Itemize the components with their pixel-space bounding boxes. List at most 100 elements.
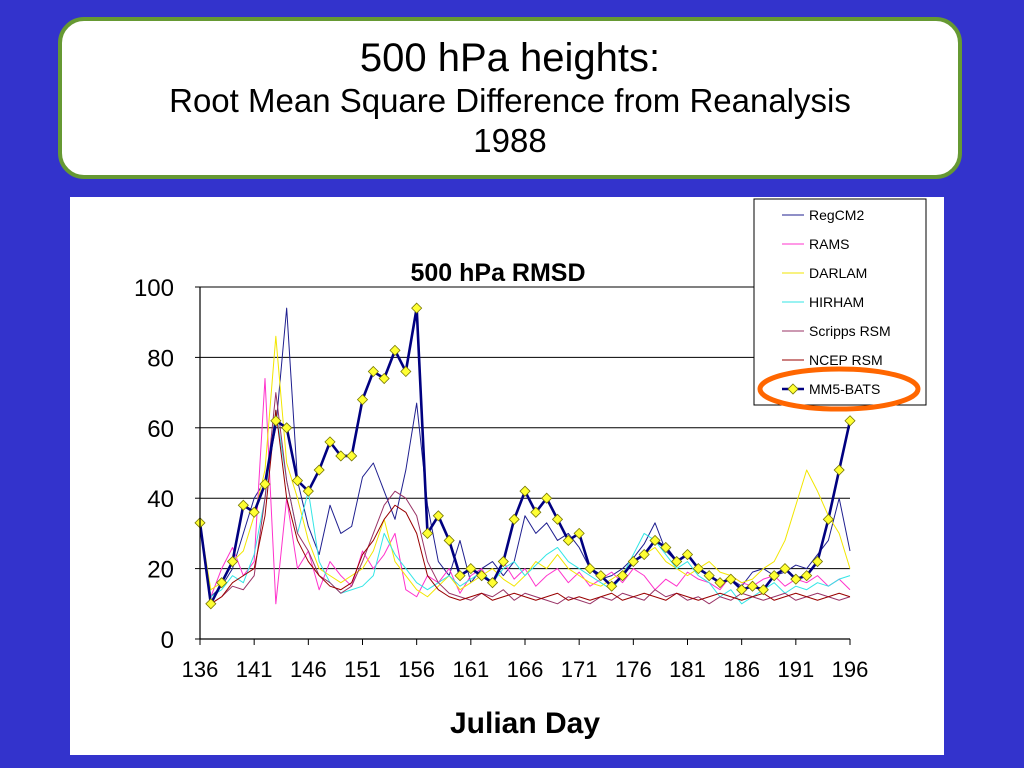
x-tick-label: 141: [236, 657, 273, 682]
x-tick-label: 136: [182, 657, 219, 682]
data-point-marker: [692, 563, 704, 575]
data-point-marker: [443, 534, 455, 547]
data-point-marker: [746, 580, 759, 592]
y-tick-label: 100: [134, 275, 174, 302]
data-point-marker: [324, 436, 336, 448]
rmsd-chart: 500 hPa RMSD 0 20 40 60 80 100 136 141 146 151 156…: [134, 198, 927, 740]
data-point-marker: [216, 577, 228, 589]
y-tick-label: 0: [161, 627, 174, 654]
data-point-marker: [681, 548, 694, 561]
legend-label: DARLAM: [809, 265, 867, 281]
data-point-marker: [595, 570, 607, 582]
data-point-marker: [822, 513, 834, 525]
data-point-marker: [768, 570, 780, 582]
x-tick-label: 146: [290, 657, 327, 682]
data-point-marker: [454, 570, 466, 582]
x-tick-label: 186: [723, 657, 760, 682]
legend: RegCM2 RAMS DARLAM HIRHAM Scripps RSM NCEP RS…: [753, 198, 927, 412]
y-tick-label: 60: [147, 416, 174, 443]
data-point-marker: [205, 598, 217, 610]
data-point-marker: [811, 555, 824, 568]
data-point-marker: [736, 584, 748, 596]
series-line-regcm2: [199, 307, 851, 598]
data-point-marker: [486, 577, 499, 589]
data-point-marker: [367, 365, 379, 378]
legend-marker: [787, 383, 799, 395]
slide-subtitle: Root Mean Square Difference from Reanaly…: [169, 82, 851, 119]
data-point-marker: [584, 563, 596, 575]
data-point-marker: [757, 584, 769, 596]
data-point-marker: [649, 534, 661, 547]
data-point-marker: [801, 570, 813, 582]
x-axis-title: Julian Day: [450, 707, 600, 740]
data-point-marker: [616, 570, 629, 582]
data-point-marker: [291, 475, 304, 487]
series-line-ncep-rsm: [199, 409, 851, 605]
data-point-marker: [421, 527, 434, 539]
data-point-marker: [508, 513, 520, 525]
data-point-marker: [606, 580, 618, 592]
data-point-marker: [779, 563, 791, 575]
data-point-marker: [833, 464, 845, 476]
slide-title: 500 hPa heights:: [359, 36, 661, 80]
x-tick-label: 156: [398, 657, 435, 682]
series-line-darlam: [199, 335, 851, 598]
x-tick-label: 151: [344, 657, 381, 682]
data-point-marker: [270, 415, 282, 427]
series-lines: [194, 302, 856, 610]
chart-panel: 500 hPa RMSD 0 20 40 60 80 100 136 141 146 151 156…: [70, 197, 944, 755]
data-point-marker: [356, 394, 369, 406]
data-point-marker: [638, 548, 650, 561]
data-point-marker: [476, 570, 488, 582]
x-tick-label: 176: [615, 657, 652, 682]
data-point-marker: [346, 450, 358, 462]
legend-label: RAMS: [809, 236, 849, 252]
data-point-marker: [335, 450, 347, 462]
legend-label: Scripps RSM: [809, 323, 891, 339]
data-point-marker: [313, 464, 325, 476]
data-point-marker: [465, 563, 477, 575]
legend-label: RegCM2: [809, 207, 864, 223]
data-point-marker: [714, 577, 726, 589]
highlight-ellipse: [757, 366, 921, 412]
series-line-mm5-bats: [198, 306, 852, 606]
data-point-marker: [660, 541, 672, 554]
title-box: 500 hPa heights: Root Mean Square Differ…: [58, 17, 962, 179]
x-tick-label: 181: [669, 657, 706, 682]
x-tick-label: 191: [777, 657, 814, 682]
y-tick-label: 20: [147, 557, 174, 584]
chart-title: 500 hPa RMSD: [410, 259, 585, 287]
x-tick-label: 196: [832, 657, 869, 682]
y-tick-label: 80: [147, 345, 174, 372]
data-point-marker: [237, 499, 249, 511]
data-point-marker: [378, 372, 390, 385]
data-point-marker: [389, 344, 401, 356]
legend-label: HIRHAM: [809, 294, 864, 310]
data-point-marker: [302, 485, 314, 497]
data-point-marker: [226, 555, 239, 568]
data-point-marker: [627, 555, 639, 568]
data-point-marker: [281, 422, 293, 434]
data-point-marker: [562, 534, 574, 547]
data-point-marker: [844, 415, 856, 427]
data-point-marker: [530, 506, 542, 518]
data-point-marker: [671, 555, 683, 568]
legend-label: NCEP RSM: [809, 352, 883, 368]
series-line-hirham: [199, 409, 851, 605]
data-point-marker: [259, 478, 271, 490]
axes: 0 20 40 60 80 100 136 141 146 151 156 161 166 171 176 1…: [134, 275, 868, 682]
data-point-marker: [497, 555, 509, 568]
x-tick-label: 171: [561, 657, 598, 682]
legend-label: MM5-BATS: [809, 381, 880, 397]
data-point-marker: [400, 365, 412, 378]
data-point-marker: [541, 492, 553, 504]
slide-year: 1988: [473, 122, 547, 159]
grid-lines: [200, 286, 850, 570]
data-point-marker: [519, 485, 531, 497]
data-point-marker: [790, 573, 802, 585]
data-point-marker: [248, 506, 260, 518]
x-tick-label: 161: [452, 657, 489, 682]
data-point-marker: [703, 570, 715, 582]
data-point-marker: [411, 302, 423, 314]
y-tick-label: 40: [147, 486, 174, 513]
